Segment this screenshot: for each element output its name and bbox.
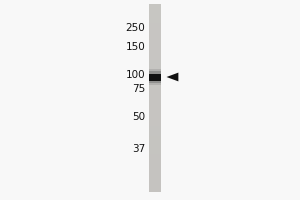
Bar [148, 89, 160, 98]
Text: 75: 75 [132, 84, 146, 94]
Bar [148, 4, 160, 13]
Bar [148, 79, 160, 89]
Bar [148, 70, 160, 79]
Text: 150: 150 [126, 42, 146, 52]
Text: 100: 100 [126, 70, 146, 80]
Bar [148, 73, 160, 80]
Bar [148, 23, 160, 32]
Bar [148, 32, 160, 42]
Bar [148, 42, 160, 51]
Text: 37: 37 [132, 144, 146, 154]
Bar [148, 117, 160, 126]
Polygon shape [167, 73, 178, 81]
Bar [148, 126, 160, 136]
Bar [148, 98, 160, 107]
Bar [148, 136, 160, 145]
Text: 250: 250 [126, 23, 146, 33]
Bar [148, 154, 160, 164]
Bar [148, 69, 160, 85]
Bar [148, 164, 160, 173]
Bar [148, 173, 160, 183]
Bar [148, 107, 160, 117]
Bar [148, 145, 160, 154]
Bar [148, 13, 160, 23]
Bar [148, 51, 160, 60]
Bar [148, 71, 160, 83]
Bar [148, 60, 160, 70]
Text: 50: 50 [132, 112, 146, 122]
Bar [148, 183, 160, 192]
Bar [148, 4, 160, 192]
